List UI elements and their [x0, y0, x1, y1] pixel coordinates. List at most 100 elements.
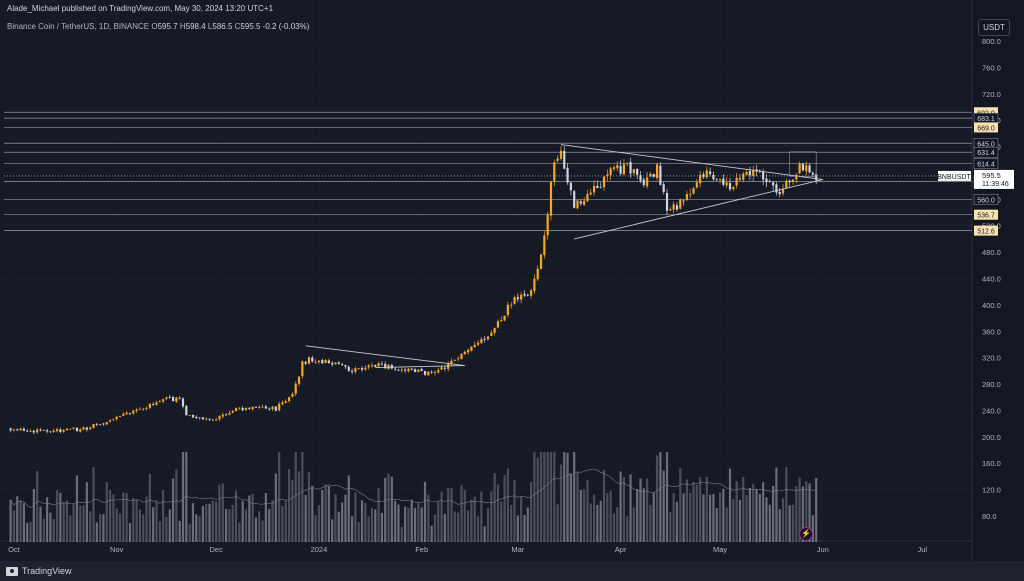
volume-bar — [234, 490, 238, 542]
candle-body — [181, 398, 185, 407]
candle-body — [354, 368, 357, 372]
candle-body — [639, 175, 642, 181]
level-label: 683.1 — [977, 116, 995, 123]
volume-bar — [145, 496, 148, 542]
candle-body — [682, 200, 685, 202]
candle-body — [609, 168, 612, 176]
candle-body — [612, 167, 616, 169]
currency-button[interactable]: USDT — [978, 19, 1010, 36]
volume-bar — [715, 508, 718, 542]
candle-body — [152, 404, 155, 406]
level-label-bg — [974, 122, 998, 133]
candle-body — [211, 419, 214, 421]
candle-body — [278, 403, 281, 411]
volume-bar — [244, 509, 248, 542]
candle-body — [248, 407, 251, 409]
candle-body — [195, 416, 198, 419]
volume-bar — [566, 452, 569, 542]
volume-bar — [579, 489, 582, 542]
candle-body — [427, 371, 430, 376]
candle-body — [370, 364, 374, 366]
candle-body — [357, 368, 360, 369]
candle-body — [374, 364, 377, 367]
time-axis-tick: Apr — [615, 545, 627, 554]
countdown-timer: 11:39:46 — [982, 181, 1009, 188]
symbol-tag: BNBUSDT — [937, 174, 971, 181]
volume-bar — [115, 508, 118, 542]
candle-body — [281, 402, 284, 405]
lightning-icon[interactable]: ⚡ — [799, 527, 813, 541]
symbol-name: Binance Coin / TetherUS, 1D, BINANCE — [7, 22, 150, 31]
candle-body — [331, 362, 334, 365]
level-label-bg — [973, 146, 999, 158]
level-label: 645.0 — [977, 141, 995, 148]
volume-bar — [171, 478, 175, 542]
candle-body — [689, 194, 692, 195]
candle-body — [99, 423, 102, 425]
candle-body — [520, 294, 523, 300]
candle-body — [115, 416, 118, 420]
volume-bar — [165, 517, 168, 542]
volume-bar — [397, 504, 400, 542]
volume-bar — [211, 500, 214, 542]
volume-bar — [470, 499, 473, 542]
volume-bar — [649, 504, 652, 542]
candle-body — [344, 365, 347, 367]
candle-body — [384, 363, 387, 369]
candle-body — [566, 167, 569, 183]
candle-body — [546, 214, 549, 236]
level-label: 614.4 — [977, 161, 995, 168]
ohlc-open-label: O — [151, 22, 158, 31]
candle-body — [652, 174, 655, 177]
candle-body — [626, 162, 629, 164]
price-axis-tick: 720.0 — [982, 90, 1001, 99]
symbol-legend[interactable]: Binance Coin / TetherUS, 1D, BINANCE O 59… — [7, 22, 309, 31]
volume-bar — [798, 477, 801, 542]
candle-body — [765, 178, 768, 183]
volume-bar — [659, 452, 662, 542]
candle-body — [62, 430, 65, 432]
volume-bar — [675, 501, 679, 542]
candle-body — [380, 363, 384, 365]
volume-bar — [215, 501, 218, 542]
volume-bar — [748, 487, 751, 542]
volume-bar — [725, 507, 728, 542]
candle-body — [450, 360, 453, 365]
volume-bar — [357, 522, 360, 542]
level-label: 512.6 — [977, 229, 995, 236]
candle-body — [632, 169, 635, 174]
candle-body — [387, 364, 390, 369]
candle-body — [559, 150, 563, 159]
tradingview-logo[interactable]: TradingView — [6, 566, 72, 576]
volume-bar — [49, 512, 52, 542]
candle-body — [486, 336, 490, 340]
volume-bar — [327, 486, 330, 542]
time-axis-tick: Nov — [110, 545, 124, 554]
candle-body — [205, 418, 208, 420]
candle-body — [526, 294, 529, 296]
candle-body — [460, 353, 463, 359]
candle-body — [238, 407, 241, 409]
volume-bar — [360, 500, 364, 542]
volume-bar — [652, 493, 655, 542]
candle-body — [168, 397, 171, 398]
volume-bar — [22, 503, 25, 542]
volume-bar — [274, 473, 277, 542]
volume-bar — [278, 452, 281, 542]
volume-bar — [758, 493, 761, 542]
ohlc-high-value: 598.4 — [185, 22, 206, 31]
level-label-bg — [973, 194, 999, 205]
candle-body — [685, 194, 689, 201]
candle-body — [712, 174, 715, 180]
volume-bar — [752, 483, 755, 542]
candle-body — [752, 170, 755, 176]
candle-body — [304, 361, 307, 364]
volume-bar — [612, 513, 616, 542]
chart-background — [0, 0, 1024, 561]
volume-bar — [602, 469, 606, 542]
volume-bar — [42, 518, 45, 542]
volume-bar — [254, 517, 258, 542]
volume-bar — [788, 505, 791, 542]
candle-body — [9, 428, 12, 431]
